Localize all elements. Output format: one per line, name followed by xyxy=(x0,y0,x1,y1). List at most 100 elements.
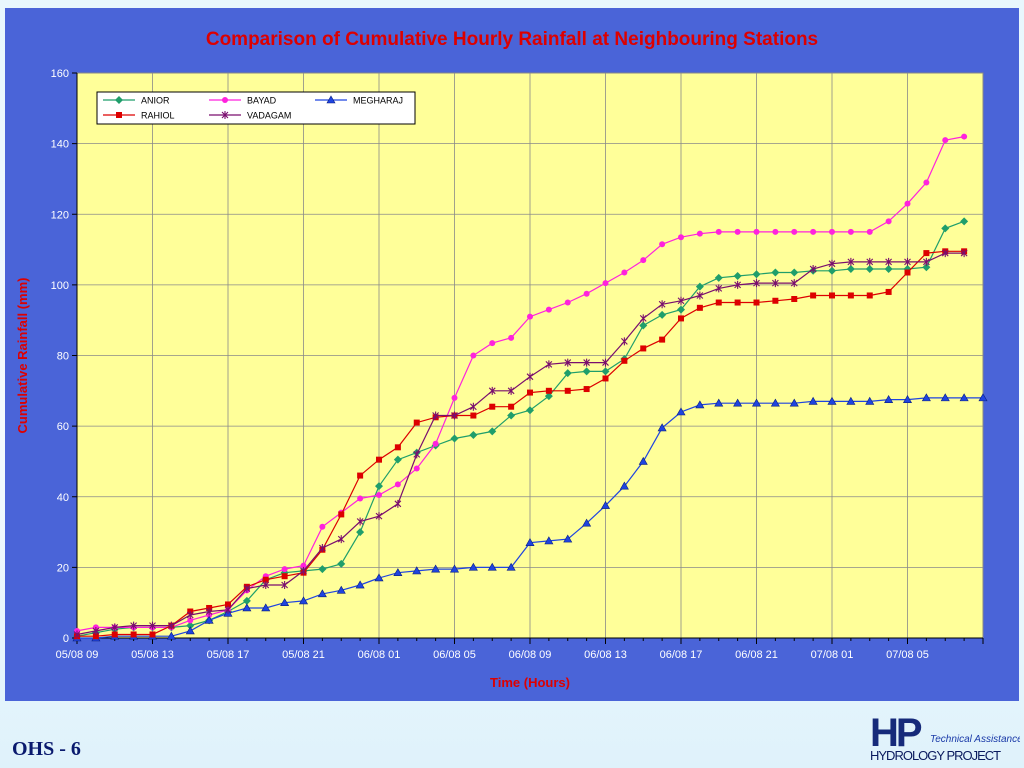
data-point-rahiol xyxy=(92,633,99,640)
data-point-anior xyxy=(941,224,950,233)
y-axis-label: Cumulative Rainfall (mm) xyxy=(15,277,30,433)
data-point-vadagam xyxy=(356,517,364,526)
data-point-bayad xyxy=(678,234,684,241)
logo-mark: HP xyxy=(870,711,922,755)
data-point-vadagam xyxy=(488,386,496,395)
data-point-vadagam xyxy=(564,358,572,367)
data-point-rahiol xyxy=(545,387,552,394)
data-point-vadagam xyxy=(960,249,968,258)
data-point-vadagam xyxy=(375,512,383,521)
legend-label-rahiol: RAHIOL xyxy=(141,111,175,121)
data-point-megharaj xyxy=(185,626,195,635)
data-point-vadagam xyxy=(809,264,817,273)
data-point-bayad xyxy=(753,228,760,235)
data-point-megharaj xyxy=(166,631,176,640)
data-point-rahiol xyxy=(149,631,156,638)
data-point-rahiol xyxy=(130,631,137,638)
hydrology-project-logo: HP Technical Assistance HYDROLOGY PROJEC… xyxy=(870,711,1020,763)
data-point-bayad xyxy=(961,133,968,140)
data-point-vadagam xyxy=(507,386,515,395)
data-point-rahiol xyxy=(734,299,741,306)
data-point-megharaj xyxy=(506,562,516,571)
series-line-rahiol xyxy=(77,250,965,637)
data-point-vadagam xyxy=(337,535,345,544)
data-point-vadagam xyxy=(658,300,666,309)
data-point-megharaj xyxy=(978,393,988,402)
data-point-megharaj xyxy=(638,456,648,465)
data-point-megharaj xyxy=(789,398,799,407)
data-point-megharaj xyxy=(846,396,856,405)
data-point-megharaj xyxy=(657,423,667,432)
data-point-anior xyxy=(714,273,723,282)
data-point-vadagam xyxy=(167,621,175,630)
data-point-vadagam xyxy=(583,358,591,367)
series-line-vadagam xyxy=(76,252,965,636)
y-tick-label: 40 xyxy=(57,492,69,504)
chart-title: Comparison of Cumulative Hourly Rainfall… xyxy=(206,29,818,50)
legend-box xyxy=(96,91,416,125)
data-point-anior xyxy=(846,264,855,273)
data-point-rahiol xyxy=(413,419,420,426)
data-point-vadagam xyxy=(545,360,553,369)
data-point-vadagam xyxy=(677,296,685,305)
data-point-vadagam xyxy=(526,372,534,381)
data-point-rahiol xyxy=(111,631,118,638)
data-point-bayad xyxy=(319,523,326,530)
x-tick-label: 06/08 05 xyxy=(433,649,476,661)
legend-label-megharaj: MEGHARAJ xyxy=(353,96,403,106)
data-point-rahiol xyxy=(470,412,477,419)
data-point-vadagam xyxy=(469,402,477,411)
data-point-megharaj xyxy=(487,562,497,571)
data-point-rahiol xyxy=(564,387,571,394)
rainfall-chart: Comparison of Cumulative Hourly Rainfall… xyxy=(15,29,988,690)
data-point-bayad xyxy=(470,352,477,359)
y-tick-label: 0 xyxy=(63,633,69,645)
data-point-vadagam xyxy=(224,605,232,614)
data-point-bayad xyxy=(866,228,873,235)
data-point-bayad xyxy=(659,241,666,248)
data-point-megharaj xyxy=(449,564,460,573)
data-point-megharaj xyxy=(468,562,478,571)
data-point-megharaj xyxy=(563,534,573,543)
data-point-vadagam xyxy=(432,411,440,420)
data-point-vadagam xyxy=(847,257,855,266)
legend-label-anior: ANIOR xyxy=(141,96,170,106)
x-tick-label: 06/08 01 xyxy=(358,649,401,661)
data-point-vadagam xyxy=(281,581,289,590)
data-point-megharaj xyxy=(959,393,969,402)
data-point-megharaj xyxy=(884,395,894,403)
data-point-vadagam xyxy=(186,611,194,620)
y-tick-label: 140 xyxy=(51,139,69,151)
data-point-vadagam xyxy=(904,257,911,266)
x-tick-label: 05/08 21 xyxy=(282,649,325,661)
data-point-vadagam xyxy=(318,543,326,552)
data-point-megharaj xyxy=(940,393,950,402)
logo-tagline: Technical Assistance xyxy=(930,734,1020,745)
data-point-anior xyxy=(563,369,572,378)
data-point-bayad xyxy=(281,566,288,573)
data-point-rahiol xyxy=(659,336,666,343)
data-point-vadagam xyxy=(602,358,609,367)
data-point-vadagam xyxy=(73,630,81,639)
data-point-megharaj xyxy=(317,589,327,598)
data-point-bayad xyxy=(829,228,835,235)
data-point-vadagam xyxy=(262,581,270,590)
data-point-anior xyxy=(488,427,497,436)
data-point-megharaj xyxy=(865,396,875,405)
data-point-anior xyxy=(733,272,742,281)
data-point-bayad xyxy=(187,617,194,624)
legend-label-bayad: BAYAD xyxy=(247,96,277,106)
data-point-rahiol xyxy=(262,576,269,583)
data-point-bayad xyxy=(545,306,552,313)
data-point-anior xyxy=(639,321,648,330)
data-point-megharaj xyxy=(431,564,441,573)
data-point-anior xyxy=(544,392,553,401)
legend: ANIOR BAYAD MEGHARAJ RAHIOL VADAGAM xyxy=(96,91,416,125)
data-point-rahiol xyxy=(791,296,798,302)
data-point-rahiol xyxy=(640,345,647,352)
data-point-anior xyxy=(469,430,478,439)
data-point-megharaj xyxy=(827,396,837,405)
data-point-anior xyxy=(884,264,893,273)
data-point-rahiol xyxy=(489,403,496,410)
data-point-bayad xyxy=(715,228,722,235)
